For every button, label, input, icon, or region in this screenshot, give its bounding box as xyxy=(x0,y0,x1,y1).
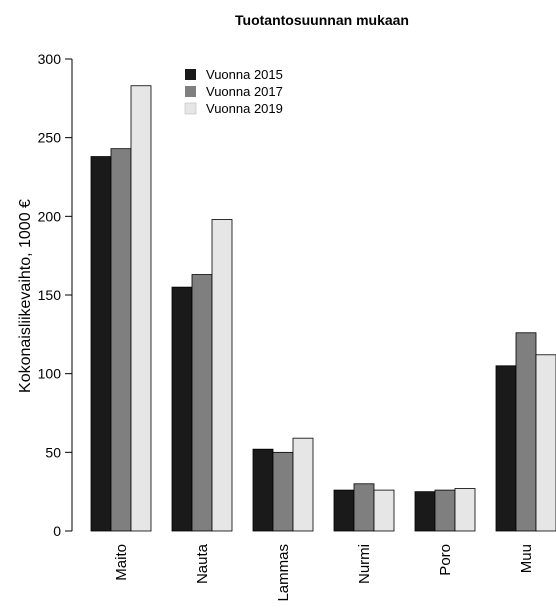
bar-maito-1 xyxy=(90,156,112,532)
y-tick-label: 250 xyxy=(38,130,62,146)
legend-label: Vuonna 2015 xyxy=(206,67,283,82)
bar-nurmi-3 xyxy=(373,489,395,532)
bar-maito-3 xyxy=(130,85,152,532)
legend-swatch xyxy=(185,69,196,80)
bars-group xyxy=(90,85,556,532)
bar-nurmi-2 xyxy=(353,483,375,532)
bar-poro-2 xyxy=(434,489,456,532)
y-axis-label: Kokonaisliikevaihto, 1000 € xyxy=(17,199,34,393)
bar-lammas-3 xyxy=(292,437,314,532)
y-tick-label: 300 xyxy=(38,51,62,67)
bar-lammas-1 xyxy=(252,448,274,532)
bar-muu-3 xyxy=(535,354,556,532)
bar-poro-1 xyxy=(414,491,436,532)
x-tick-label: Maito xyxy=(113,544,130,581)
y-tick-label: 100 xyxy=(38,366,62,382)
chart-title: Tuotantosuunnan mukaan xyxy=(235,12,409,28)
x-tick-label: Muu xyxy=(518,544,535,573)
y-tick-label: 0 xyxy=(53,523,61,539)
legend-label: Vuonna 2017 xyxy=(206,84,283,99)
x-tick-label: Nurmi xyxy=(356,544,373,584)
legend: Vuonna 2015 Vuonna 2017 Vuonna 2019 xyxy=(184,67,283,116)
bar-maito-2 xyxy=(110,148,132,532)
y-tick-label: 200 xyxy=(38,208,62,224)
bar-lammas-2 xyxy=(272,451,294,532)
bar-nurmi-1 xyxy=(333,489,355,532)
legend-swatch xyxy=(185,86,196,97)
x-axis: Maito Nauta Lammas Nurmi Poro Muu xyxy=(113,543,535,601)
bar-poro-3 xyxy=(454,488,476,532)
bar-nauta-1 xyxy=(171,286,193,532)
x-tick-label: Poro xyxy=(437,544,454,576)
bar-nauta-2 xyxy=(191,274,213,532)
legend-label: Vuonna 2019 xyxy=(206,101,283,116)
y-tick-label: 150 xyxy=(38,287,62,303)
y-tick-label: 50 xyxy=(45,444,61,460)
y-axis: 0 50 100 150 200 250 300 xyxy=(38,51,73,539)
x-tick-label: Nauta xyxy=(194,543,211,584)
bar-nauta-3 xyxy=(211,219,233,532)
bar-muu-2 xyxy=(515,332,537,532)
legend-swatch xyxy=(184,102,197,115)
x-tick-label: Lammas xyxy=(275,544,292,602)
bar-muu-1 xyxy=(495,365,517,532)
